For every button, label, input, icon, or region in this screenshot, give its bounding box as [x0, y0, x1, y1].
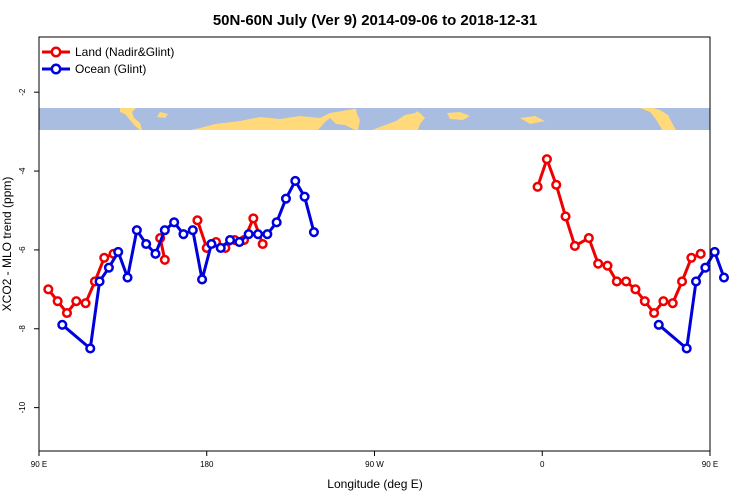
- data-point: [649, 307, 660, 319]
- data-point: [658, 296, 669, 307]
- x-tick-label: 0: [540, 460, 545, 469]
- data-point: [690, 276, 702, 287]
- series-line: [536, 157, 702, 315]
- y-tick-label: -6: [18, 246, 27, 254]
- data-point: [593, 258, 604, 269]
- legend-land-marker: [50, 46, 62, 58]
- legend: Land (Nadir&Glint) Ocean (Glint): [42, 45, 174, 76]
- data-point: [252, 229, 264, 240]
- data-point: [215, 242, 226, 253]
- y-tick-label: -8: [18, 325, 27, 333]
- x-tick-label: 90 E: [702, 460, 718, 469]
- data-point: [122, 272, 133, 283]
- series-2: [653, 246, 730, 354]
- chart-title: 50N-60N July (Ver 9) 2014-09-06 to 2018-…: [213, 12, 537, 29]
- x-tick-label: 90 E: [31, 460, 47, 469]
- data-point: [248, 213, 259, 224]
- plot-layer: [43, 154, 730, 354]
- data-point: [141, 238, 152, 250]
- data-point: [57, 319, 68, 330]
- data-point: [131, 225, 142, 236]
- data-point: [80, 298, 91, 309]
- data-point: [159, 225, 170, 236]
- series-0: [43, 154, 706, 319]
- data-point: [532, 181, 543, 192]
- data-point: [602, 260, 613, 271]
- data-point: [113, 246, 124, 257]
- data-point: [271, 217, 282, 228]
- y-axis-label: XCO2 - MLO trend (ppm): [0, 177, 14, 312]
- data-point: [187, 225, 198, 236]
- data-point: [700, 262, 711, 273]
- data-point: [159, 254, 170, 265]
- series-line: [657, 250, 726, 350]
- plot-frame: [38, 36, 711, 452]
- data-point: [290, 175, 301, 186]
- y-tick-label: -4: [18, 167, 27, 175]
- data-point: [234, 236, 245, 248]
- data-point: [99, 252, 110, 263]
- x-tick-label: 90 W: [365, 460, 384, 469]
- data-point: [169, 217, 180, 228]
- series-1: [57, 175, 319, 354]
- data-point: [150, 248, 161, 259]
- data-point: [681, 343, 692, 354]
- data-point: [569, 240, 580, 252]
- data-point: [630, 284, 641, 295]
- y-tick-label: -2: [18, 88, 27, 96]
- data-point: [280, 193, 292, 204]
- data-point: [709, 246, 720, 257]
- x-axis-label: Longitude (deg E): [327, 477, 422, 491]
- data-point: [695, 248, 706, 259]
- data-point: [653, 319, 664, 330]
- data-point: [667, 298, 678, 309]
- legend-land-label: Land (Nadir&Glint): [75, 45, 174, 59]
- data-point: [676, 276, 688, 287]
- data-point: [560, 211, 571, 222]
- data-point: [61, 307, 73, 319]
- data-point: [262, 229, 273, 240]
- data-point: [43, 284, 54, 295]
- data-point: [639, 296, 650, 307]
- y-tick-label: -10: [18, 401, 27, 413]
- data-point: [197, 274, 208, 285]
- x-tick-label: 180: [200, 460, 214, 469]
- data-point: [718, 272, 730, 283]
- data-point: [178, 229, 189, 240]
- data-point: [206, 238, 217, 250]
- data-point: [551, 179, 562, 190]
- data-point: [541, 154, 552, 165]
- data-point: [299, 191, 310, 202]
- data-point: [257, 238, 268, 250]
- data-point: [192, 215, 203, 226]
- data-point: [583, 233, 594, 244]
- data-point: [243, 229, 254, 240]
- legend-ocean-marker: [50, 63, 62, 75]
- data-point: [686, 252, 697, 263]
- data-point: [611, 276, 622, 287]
- data-point: [85, 343, 96, 354]
- legend-ocean-label: Ocean (Glint): [75, 62, 146, 76]
- data-point: [308, 227, 319, 238]
- data-point: [621, 276, 632, 287]
- data-point: [103, 262, 114, 273]
- data-point: [94, 276, 105, 287]
- data-point: [224, 235, 236, 246]
- world-map-strip: [39, 108, 710, 130]
- data-point: [52, 296, 63, 307]
- data-point: [71, 296, 82, 307]
